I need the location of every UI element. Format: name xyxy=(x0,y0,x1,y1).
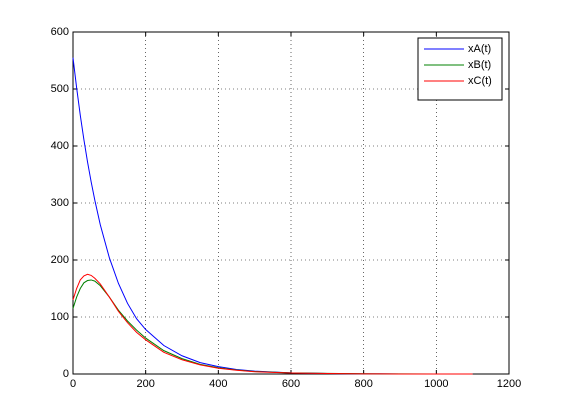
legend-label: xC(t) xyxy=(468,75,492,87)
y-tick-label: 400 xyxy=(51,140,69,152)
x-tick-label: 0 xyxy=(70,378,76,390)
legend-label: xB(t) xyxy=(468,59,491,71)
x-tick-label: 600 xyxy=(282,378,300,390)
x-tick-label: 200 xyxy=(136,378,154,390)
y-tick-label: 0 xyxy=(63,368,69,380)
x-tick-label: 800 xyxy=(354,378,372,390)
y-tick-label: 300 xyxy=(51,197,69,209)
y-tick-label: 500 xyxy=(51,83,69,95)
x-tick-label: 1200 xyxy=(497,378,521,390)
legend-label: xA(t) xyxy=(468,43,491,55)
y-tick-label: 600 xyxy=(51,26,69,38)
y-tick-label: 100 xyxy=(51,311,69,323)
axes-box xyxy=(72,31,510,375)
x-tick-label: 1000 xyxy=(424,378,448,390)
legend-box xyxy=(417,37,503,101)
series-line xyxy=(72,273,473,375)
y-tick-label: 200 xyxy=(51,254,69,266)
x-tick-label: 400 xyxy=(209,378,227,390)
